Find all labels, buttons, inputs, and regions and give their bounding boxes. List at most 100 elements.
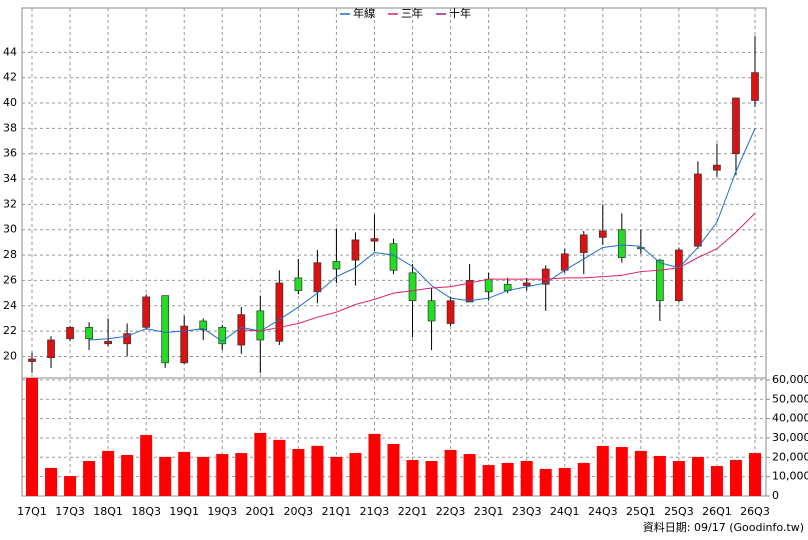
volume-bar (292, 448, 305, 496)
candle-body (275, 282, 284, 342)
volume-bar (729, 460, 742, 496)
volume-bar (691, 456, 704, 496)
candle-body (484, 278, 493, 293)
candle-body (332, 261, 341, 270)
volume-bar (311, 445, 324, 496)
volume-bar (482, 465, 495, 496)
legend-label: 三年 (401, 6, 423, 20)
volume-bar (596, 445, 609, 496)
candle-body (751, 72, 759, 101)
x-tick-label: 22Q3 (436, 505, 466, 518)
volume-bar (330, 456, 343, 496)
x-tick-label: 24Q1 (550, 505, 580, 518)
volume-bar (368, 433, 381, 496)
candle-body (123, 333, 131, 345)
candle-body (104, 340, 112, 345)
volume-bar (653, 455, 666, 496)
volume-bar (406, 460, 419, 496)
x-tick-label: 23Q1 (474, 505, 504, 518)
candle-body (675, 249, 683, 302)
x-tick-label: 18Q3 (131, 505, 161, 518)
candle-body (636, 247, 645, 250)
candle-body (713, 164, 721, 171)
x-tick-label: 18Q1 (93, 505, 123, 518)
volume-bar (254, 432, 267, 496)
volume-bar (463, 454, 476, 496)
y2-tick-label: 20,000 (772, 450, 808, 463)
volume-bar (140, 435, 153, 496)
volume-bar (83, 460, 96, 496)
candle-body (656, 259, 664, 302)
volume-bar (178, 451, 191, 496)
candle-body (408, 272, 417, 302)
x-tick-label: 17Q3 (55, 505, 85, 518)
candle-body (446, 300, 455, 324)
volume-bar (349, 453, 362, 496)
source-note: 資料日期: 09/17 (Goodinfo.tw) (643, 520, 804, 534)
x-tick-label: 26Q3 (740, 505, 770, 518)
candle-body (199, 320, 208, 331)
volume-bar (235, 453, 248, 496)
y-tick-label: 32 (3, 197, 17, 210)
candle-body (256, 310, 265, 341)
volume-bar (197, 456, 210, 496)
candle-body (579, 234, 588, 253)
volume-bar (558, 467, 571, 496)
x-tick-label: 25Q3 (664, 505, 694, 518)
volume-bar (387, 443, 400, 496)
y-tick-label: 44 (3, 45, 17, 58)
candle-body (180, 325, 189, 364)
y2-tick-label: 50,000 (772, 392, 808, 405)
x-tick-label: 21Q3 (360, 505, 390, 518)
y2-tick-label: 10,000 (772, 470, 808, 483)
candle-body (694, 173, 702, 247)
candle-body (47, 339, 55, 359)
volume-bar (577, 462, 590, 496)
candle-body (732, 97, 740, 155)
volume-bar (26, 378, 38, 496)
y2-tick-label: 0 (772, 489, 779, 502)
volume-bar (520, 460, 533, 496)
candle-body (560, 253, 569, 271)
y-tick-label: 36 (3, 147, 17, 160)
candle-body (541, 268, 550, 285)
volume-bar (615, 447, 628, 496)
y-tick-label: 30 (3, 223, 17, 236)
ma-line (89, 128, 756, 342)
candle-body (427, 300, 436, 322)
y-tick-label: 24 (3, 299, 17, 312)
candle-body (161, 295, 170, 364)
volume-bar (425, 460, 438, 496)
candle-body (142, 296, 151, 328)
candle-body (617, 229, 626, 258)
volume-bar (501, 462, 514, 496)
x-tick-label: 19Q1 (169, 505, 199, 518)
candle-body (313, 262, 322, 293)
volume-bar (539, 468, 552, 496)
x-tick-label: 20Q1 (245, 505, 275, 518)
candle-body (294, 277, 303, 291)
y-tick-label: 42 (3, 71, 17, 84)
y-tick-label: 40 (3, 96, 17, 109)
candle-body (522, 282, 531, 286)
x-tick-label: 17Q1 (17, 505, 47, 518)
candle-body (465, 280, 474, 303)
candle-body (598, 230, 607, 238)
x-tick-label: 24Q3 (588, 505, 618, 518)
volume-bar (102, 450, 115, 496)
volume-bar (749, 453, 761, 496)
x-tick-label: 22Q1 (398, 505, 428, 518)
candle-body (28, 358, 36, 362)
candle-body (66, 326, 74, 340)
volume-bar (216, 454, 229, 496)
x-tick-label: 25Q1 (626, 505, 656, 518)
y-tick-label: 28 (3, 248, 17, 261)
candle-body (85, 326, 93, 340)
legend-label: 十年 (449, 6, 471, 20)
y-tick-label: 26 (3, 273, 17, 286)
volume-bar (672, 460, 685, 496)
x-tick-label: 20Q3 (284, 505, 314, 518)
y-tick-label: 22 (3, 324, 17, 337)
y-tick-label: 34 (3, 172, 17, 185)
candle-body (218, 326, 227, 345)
